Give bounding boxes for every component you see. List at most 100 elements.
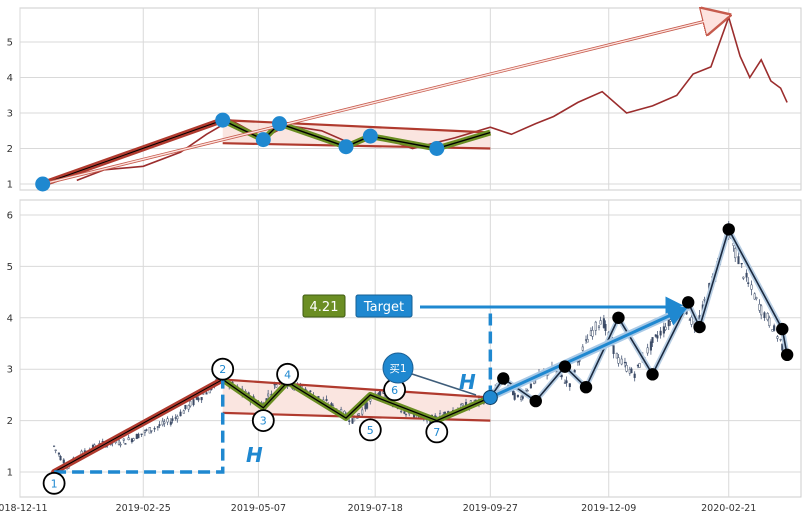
candle-body — [275, 384, 278, 388]
top-y-tick: 5 — [7, 38, 13, 49]
bottom-h-measure-left — [54, 379, 225, 474]
candle-body — [520, 396, 523, 400]
candle-body — [184, 404, 187, 409]
top-y-tick: 1 — [7, 180, 13, 191]
top-impulse-core — [42, 119, 223, 185]
candle-body — [197, 397, 200, 401]
x-tick: 2019-09-27 — [463, 503, 518, 514]
buy-badge-text: 买1 — [389, 363, 406, 375]
candle-body — [182, 410, 185, 414]
bottom-panel-frame — [19, 199, 802, 498]
x-tick: 2019-07-18 — [348, 503, 403, 514]
candle-body — [176, 416, 179, 420]
candle-body — [62, 459, 65, 464]
x-tick: 2019-12-09 — [581, 503, 636, 514]
candle-body — [763, 312, 766, 318]
candle-body — [646, 347, 649, 354]
bottom-swing-marker — [558, 360, 572, 373]
candle-body — [361, 409, 364, 415]
candle-body — [54, 449, 57, 451]
candle-body — [565, 380, 568, 384]
candle-body — [179, 411, 182, 417]
top-pivot-marker — [429, 141, 445, 156]
top-pivot-marker — [338, 139, 354, 155]
candle-body — [628, 369, 631, 374]
candle-body — [529, 383, 532, 389]
candle-body — [651, 337, 654, 343]
candle-body — [742, 276, 745, 279]
wave-label-circle — [211, 357, 235, 381]
target-value-box — [302, 294, 346, 318]
wave-label-7: 7 — [425, 420, 449, 444]
candle-body — [586, 339, 589, 343]
candle-body — [617, 357, 620, 364]
candle-body — [357, 413, 361, 416]
wave-label-5: 5 — [358, 418, 382, 442]
candle-body — [153, 428, 156, 430]
candle-body — [205, 392, 208, 395]
bottom-swing-marker — [722, 223, 735, 236]
wave-label-1: 1 — [42, 471, 66, 495]
bottom-y-tick: 4 — [7, 313, 13, 324]
wave-label-text: 1 — [51, 477, 58, 490]
wave-label-text: 2 — [219, 363, 226, 376]
candle-body — [127, 437, 130, 441]
candle-body — [400, 410, 403, 413]
candle-body — [461, 403, 464, 406]
wave-label-circle — [42, 471, 66, 495]
candle-body — [145, 429, 148, 431]
candle-body — [117, 439, 120, 445]
top-panel-frame — [19, 7, 802, 191]
bottom-panel-plot — [51, 220, 794, 475]
bottom-swing-marker — [646, 368, 659, 381]
top-pivot-marker — [35, 176, 51, 192]
x-tick: 2019-05-07 — [231, 503, 286, 514]
candle-body — [364, 403, 367, 410]
candle-body — [348, 420, 351, 422]
candle-body — [404, 413, 408, 416]
candle-body — [740, 262, 743, 265]
buy-badge — [382, 352, 414, 384]
candle-body — [594, 321, 597, 331]
candle-body — [573, 369, 576, 373]
candle-body — [137, 433, 140, 439]
candle-body — [584, 339, 588, 341]
candle-body — [779, 339, 782, 341]
x-axis: 2018-12-11 2019-02-25 2019-05-07 2019-07… — [0, 503, 756, 514]
candle-body — [615, 352, 618, 359]
candle-body — [187, 405, 190, 410]
candle-body — [758, 303, 761, 311]
h-label-right: H — [459, 370, 476, 394]
candle-body — [654, 334, 657, 337]
candle-body — [148, 427, 151, 434]
wave-label-text: 7 — [433, 426, 440, 439]
bottom-breakout-zigzag — [489, 228, 788, 402]
wave-label-text: 3 — [260, 415, 267, 428]
bottom-swing-marker — [776, 322, 789, 336]
candle-body — [781, 343, 784, 351]
candle-body — [734, 248, 737, 259]
candle-body — [351, 418, 354, 424]
top-y-tick: 2 — [7, 144, 13, 155]
candle-body — [599, 320, 602, 325]
target-label-box — [355, 294, 413, 318]
wave-label-3: 3 — [251, 409, 275, 433]
candle-body — [597, 325, 601, 328]
target-label-text: Target — [363, 300, 404, 315]
bottom-channel-upper — [222, 378, 491, 399]
candle-body — [200, 397, 203, 401]
candle-body — [377, 393, 380, 395]
candle-body — [273, 383, 276, 386]
candle-body — [171, 418, 174, 421]
candle-body — [124, 443, 127, 445]
candle-body — [156, 426, 159, 428]
candle-body — [688, 319, 691, 321]
top-projection-arrow-inner — [42, 14, 729, 185]
bottom-y-axis: 1 2 3 4 5 6 — [7, 211, 13, 479]
candle-body — [581, 346, 584, 351]
x-tick: 2020-02-21 — [701, 503, 756, 514]
h-label-left: H — [246, 443, 263, 467]
candle-body — [633, 373, 636, 378]
candle-body — [130, 438, 133, 443]
